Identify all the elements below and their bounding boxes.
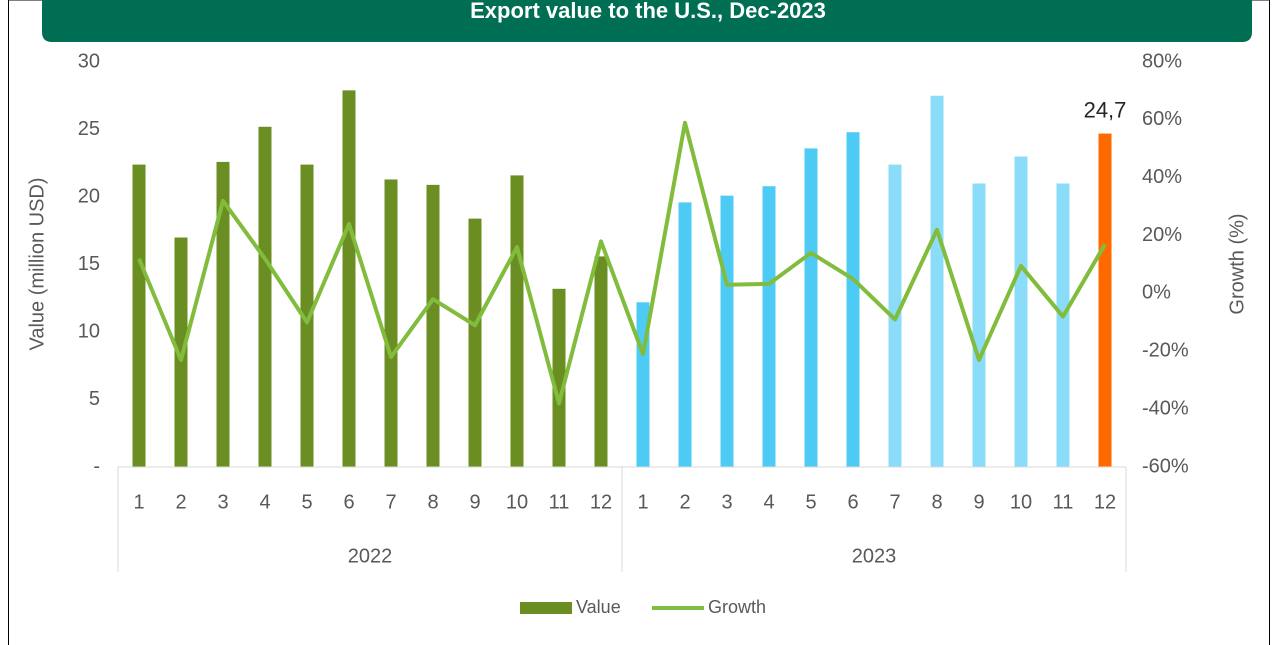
legend-label: Growth (708, 597, 766, 617)
x-tick-label: 9 (469, 491, 480, 513)
bar (762, 186, 776, 467)
y2-tick-label: 80% (1142, 50, 1182, 72)
title-banner (42, 0, 1252, 42)
x-tick-label: 1 (133, 491, 144, 513)
bar (1056, 183, 1070, 467)
y-tick-label: - (93, 455, 100, 477)
bar (804, 148, 818, 467)
y2-axis-label: Growth (%) (1226, 213, 1248, 314)
legend-swatch (520, 602, 572, 614)
x-tick-label: 12 (590, 491, 612, 513)
y2-tick-label: -40% (1142, 397, 1189, 419)
x-tick-label: 12 (1094, 491, 1116, 513)
x-tick-label: 8 (931, 491, 942, 513)
bar (342, 90, 356, 467)
x-tick-label: 2 (679, 491, 690, 513)
x-tick-label: 6 (847, 491, 858, 513)
y-tick-label: 15 (78, 253, 100, 275)
bar (132, 164, 146, 467)
x-tick-label: 3 (217, 491, 228, 513)
y2-tick-label: -20% (1142, 340, 1189, 362)
x-tick-label: 2 (175, 491, 186, 513)
y-tick-label: 10 (78, 320, 100, 342)
y2-tick-label: 20% (1142, 224, 1182, 246)
y-tick-label: 25 (78, 118, 100, 140)
y2-tick-label: -60% (1142, 455, 1189, 477)
bar (300, 164, 314, 467)
bar (1098, 133, 1112, 468)
x-tick-label: 4 (763, 491, 774, 513)
bar (930, 95, 944, 467)
frame (8, 0, 1270, 645)
x-tick-label: 9 (973, 491, 984, 513)
y-axis-label: Value (million USD) (26, 177, 48, 350)
x-tick-label: 11 (549, 491, 570, 513)
y-tick-label: 20 (78, 185, 100, 207)
bar (510, 175, 524, 467)
x-tick-label: 6 (343, 491, 354, 513)
x-tick-label: 3 (721, 491, 732, 513)
y2-tick-label: 60% (1142, 108, 1182, 130)
growth-line (137, 120, 1107, 406)
y-tick-label: 30 (78, 50, 100, 72)
x-tick-label: 10 (1010, 491, 1032, 513)
x-tick-label: 4 (259, 491, 270, 513)
bar (258, 126, 272, 468)
group-label: 2022 (348, 545, 393, 567)
bar (972, 183, 986, 467)
y2-tick-label: 0% (1142, 282, 1171, 304)
group-label: 2023 (852, 545, 897, 567)
bar (426, 184, 440, 467)
x-tick-label: 7 (385, 491, 396, 513)
x-tick-label: 10 (506, 491, 528, 513)
bar (1014, 156, 1028, 467)
data-label: 24,7 (1084, 97, 1127, 122)
bar (678, 202, 692, 467)
x-tick-label: 8 (427, 491, 438, 513)
x-tick-label: 1 (637, 491, 648, 513)
bar (216, 161, 230, 467)
y-tick-label: 5 (89, 388, 100, 410)
bar (720, 195, 734, 467)
x-tick-label: 5 (805, 491, 816, 513)
bar (468, 218, 482, 467)
y2-tick-label: 40% (1142, 166, 1182, 188)
x-tick-label: 11 (1053, 491, 1074, 513)
bar (384, 179, 398, 467)
bar (846, 132, 860, 467)
x-tick-label: 7 (889, 491, 900, 513)
legend-label: Value (576, 597, 621, 617)
x-tick-label: 5 (301, 491, 312, 513)
bar (552, 288, 566, 467)
bar (594, 256, 608, 467)
chart-title: Export value to the U.S., Dec-2023 (470, 0, 826, 23)
